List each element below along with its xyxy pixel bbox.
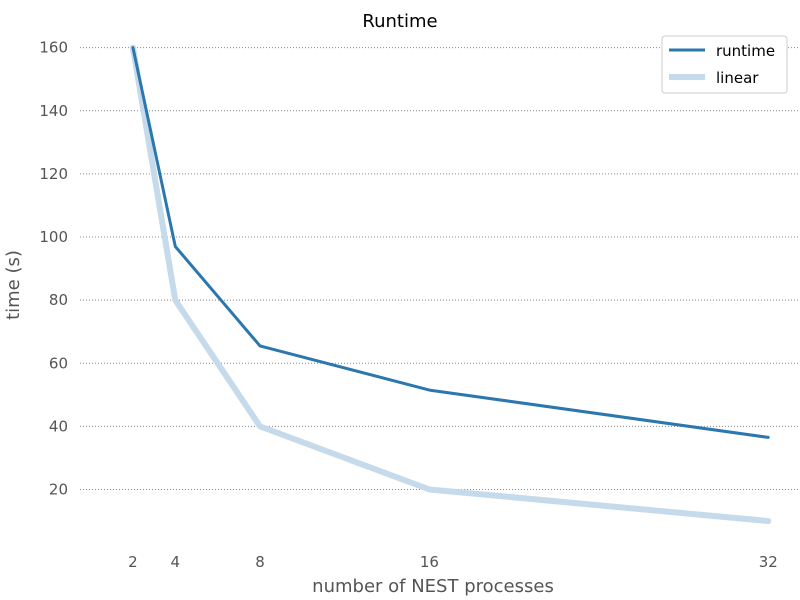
y-tick-label: 100 — [39, 228, 68, 246]
y-tick-labels: 20 40 60 80 100 120 140 160 — [39, 39, 68, 499]
x-tick-label: 32 — [759, 553, 778, 571]
x-tick-label: 2 — [128, 553, 138, 571]
y-tick-label: 160 — [39, 39, 68, 57]
y-tick-label: 40 — [49, 417, 68, 435]
y-axis-label: time (s) — [3, 250, 24, 320]
x-tick-label: 8 — [255, 553, 265, 571]
x-tick-label: 16 — [420, 553, 439, 571]
series-line-runtime — [131, 46, 770, 439]
y-tick-label: 140 — [39, 102, 68, 120]
x-tick-labels: 2 4 8 16 32 — [128, 553, 778, 571]
x-tick-label: 4 — [171, 553, 181, 571]
grid-layer — [80, 47, 800, 490]
legend-label-runtime: runtime — [716, 42, 775, 60]
series-line-linear — [129, 44, 772, 525]
y-tick-label: 20 — [49, 481, 68, 499]
chart-title: Runtime — [362, 11, 437, 32]
y-tick-label: 80 — [49, 291, 68, 309]
series-layer — [129, 44, 772, 525]
legend: runtime linear — [661, 35, 788, 94]
y-tick-label: 120 — [39, 165, 68, 183]
legend-label-linear: linear — [716, 69, 759, 87]
x-axis-label: number of NEST processes — [312, 576, 554, 597]
y-tick-label: 60 — [49, 354, 68, 372]
